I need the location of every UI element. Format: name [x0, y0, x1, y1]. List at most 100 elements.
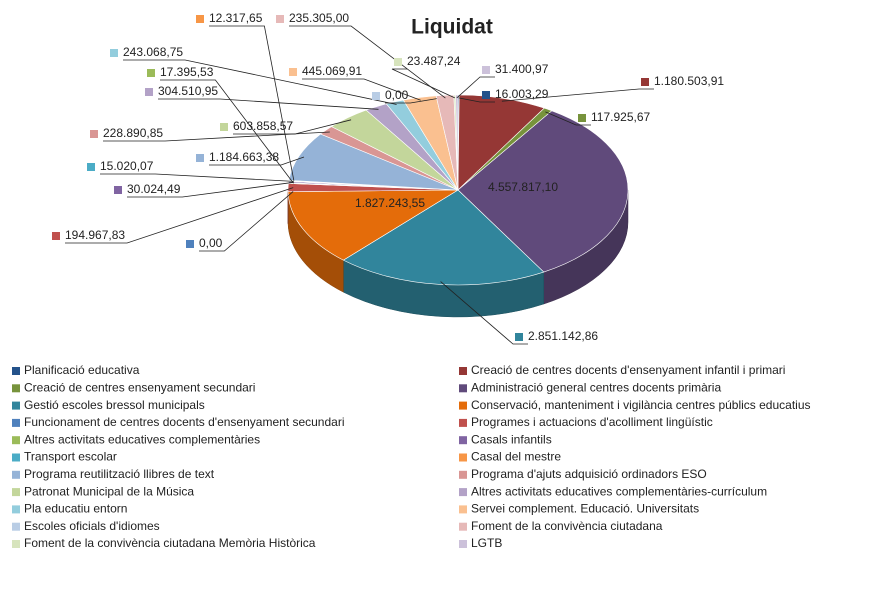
leader-line — [385, 98, 437, 104]
leader-line — [199, 191, 294, 252]
leader-line — [158, 98, 379, 110]
slice — [287, 189, 460, 261]
leader-line — [501, 88, 654, 102]
label-marker — [578, 114, 586, 122]
legend-swatch — [12, 436, 20, 445]
legend-label: Foment de la convivència ciutadana — [471, 519, 663, 533]
slice — [288, 133, 459, 191]
legend-swatch — [459, 540, 467, 548]
label-marker — [641, 78, 649, 86]
leader-line — [123, 59, 397, 105]
label-marker — [220, 123, 228, 131]
label-marker — [196, 154, 204, 162]
legend-label: Patronat Municipal de la Música — [24, 484, 194, 498]
legend-label: Casal del mestre — [471, 450, 561, 464]
label-marker — [186, 240, 194, 248]
label-marker — [372, 92, 380, 100]
data-label: 235.305,00 — [289, 11, 349, 25]
data-label: 304.510,95 — [158, 84, 218, 98]
legend-swatch — [12, 540, 20, 548]
label-marker — [482, 91, 490, 99]
data-label: 15.020,07 — [100, 159, 154, 173]
data-label: 17.395,53 — [160, 65, 214, 79]
legend-label: Altres activitats educatives complementà… — [471, 484, 767, 498]
legend-swatch — [459, 401, 467, 410]
slice — [457, 94, 545, 191]
legend-label: Programa d'ajuts adquisició ordinadors E… — [471, 467, 707, 481]
leader-line — [100, 173, 294, 182]
legend-swatch — [12, 418, 20, 427]
leader-line — [209, 25, 295, 181]
leader-line — [545, 111, 591, 126]
slice — [342, 189, 545, 286]
label-marker — [114, 186, 122, 194]
legend-label: Creació de centres ensenyament secundari — [24, 380, 255, 394]
legend-label: Casals infantils — [471, 432, 552, 446]
data-label: 0,00 — [385, 88, 409, 102]
leader-line — [209, 156, 305, 166]
label-marker — [515, 333, 523, 341]
label-marker — [276, 15, 284, 23]
label-marker — [145, 88, 153, 96]
data-label: 4.557.817,10 — [488, 180, 558, 194]
legend-label: Planificació educativa — [24, 363, 140, 377]
legend-swatch — [459, 488, 467, 497]
legend-swatch — [12, 522, 20, 531]
label-marker — [394, 58, 402, 66]
legend-label: Gestió escoles bressol municipals — [24, 398, 205, 412]
legend-label: Creació de centres docents d'ensenyament… — [471, 363, 785, 377]
legend-swatch — [12, 384, 20, 393]
legend-label: Servei complement. Educació. Universitat… — [471, 502, 699, 516]
legend-swatch — [12, 367, 20, 375]
data-label: 2.851.142,86 — [528, 329, 598, 343]
legend-label: Altres activitats educatives complementà… — [24, 432, 260, 446]
leader-line — [65, 187, 294, 244]
legend-swatch — [459, 505, 467, 514]
legend-swatch — [12, 470, 20, 479]
label-marker — [90, 130, 98, 138]
leader-line — [458, 97, 495, 103]
label-marker — [52, 232, 60, 240]
leader-line — [160, 79, 294, 184]
legend-swatch — [12, 401, 20, 410]
label-marker — [289, 68, 297, 76]
legend-label: LGTB — [471, 536, 502, 550]
data-label: 1.827.243,55 — [355, 196, 425, 210]
data-label: 1.184.663,38 — [209, 150, 279, 164]
label-marker — [87, 163, 95, 171]
chart-title: Liquidat — [411, 16, 493, 39]
legend-swatch — [459, 367, 467, 375]
legend-swatch — [12, 488, 20, 497]
leader-line — [440, 281, 528, 345]
leader-line — [289, 25, 446, 99]
data-label: 243.068,75 — [123, 45, 183, 59]
legend-label: Programa reutilització llibres de text — [24, 467, 215, 481]
legend-label: Transport escolar — [24, 450, 117, 464]
leader-line — [302, 78, 421, 101]
label-marker — [196, 15, 204, 23]
legend-label: Administració general centres docents pr… — [471, 380, 721, 394]
pie-tops — [287, 94, 629, 286]
legend-swatch — [12, 453, 20, 462]
label-marker — [110, 49, 118, 57]
legend-swatch — [459, 470, 467, 479]
leader-line — [391, 68, 455, 99]
legend-swatch — [459, 453, 467, 462]
data-label: 0,00 — [199, 236, 223, 250]
data-label: 194.967,83 — [65, 228, 125, 242]
legend-label: Escoles oficials d'idiomes — [24, 519, 160, 533]
data-label: 117.925,67 — [591, 110, 650, 124]
legend-label: Funcionament de centres docents d'enseny… — [24, 415, 344, 429]
data-label: 30.024,49 — [127, 182, 181, 196]
legend-label: Programes i actuacions d'acolliment ling… — [471, 415, 713, 429]
data-label: 16.003,29 — [495, 87, 549, 101]
legend-swatch — [459, 384, 467, 393]
data-label: 1.180.503,91 — [654, 74, 724, 88]
leader-line — [233, 119, 352, 135]
data-label: 12.317,65 — [209, 11, 263, 25]
data-label: 603.858,57 — [233, 119, 293, 133]
legend-label: Conservació, manteniment i vigilància ce… — [471, 398, 811, 412]
label-marker — [147, 69, 155, 77]
